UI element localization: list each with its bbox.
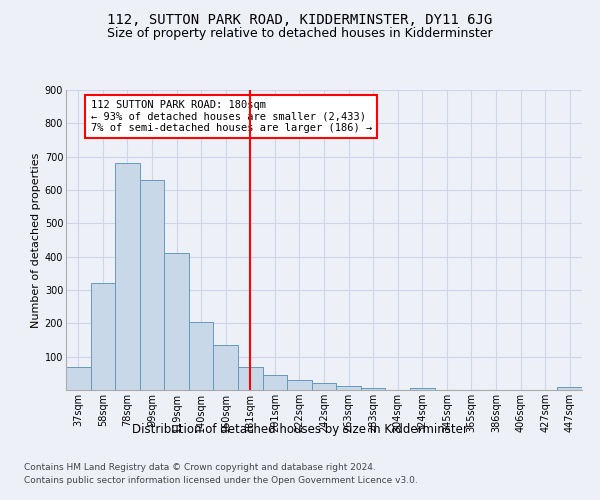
Bar <box>287 380 312 390</box>
Bar <box>238 368 263 390</box>
Bar <box>140 180 164 390</box>
Text: 112, SUTTON PARK ROAD, KIDDERMINSTER, DY11 6JG: 112, SUTTON PARK ROAD, KIDDERMINSTER, DY… <box>107 12 493 26</box>
Text: 112 SUTTON PARK ROAD: 180sqm
← 93% of detached houses are smaller (2,433)
7% of : 112 SUTTON PARK ROAD: 180sqm ← 93% of de… <box>91 100 372 133</box>
Bar <box>66 366 91 390</box>
Bar <box>164 254 189 390</box>
Text: Contains public sector information licensed under the Open Government Licence v3: Contains public sector information licen… <box>24 476 418 485</box>
Bar <box>214 345 238 390</box>
Bar <box>91 284 115 390</box>
Bar <box>263 375 287 390</box>
Text: Distribution of detached houses by size in Kidderminster: Distribution of detached houses by size … <box>132 422 468 436</box>
Bar <box>115 164 140 390</box>
Text: Size of property relative to detached houses in Kidderminster: Size of property relative to detached ho… <box>107 28 493 40</box>
Y-axis label: Number of detached properties: Number of detached properties <box>31 152 41 328</box>
Bar <box>557 388 582 390</box>
Bar <box>312 384 336 390</box>
Bar <box>189 322 214 390</box>
Text: Contains HM Land Registry data © Crown copyright and database right 2024.: Contains HM Land Registry data © Crown c… <box>24 462 376 471</box>
Bar <box>361 388 385 390</box>
Bar <box>336 386 361 390</box>
Bar <box>410 388 434 390</box>
